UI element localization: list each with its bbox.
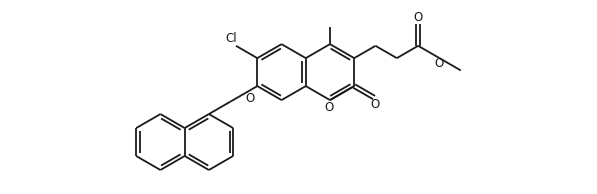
Text: O: O xyxy=(325,100,334,113)
Text: Cl: Cl xyxy=(226,32,237,45)
Text: O: O xyxy=(414,10,423,23)
Text: O: O xyxy=(370,98,380,111)
Text: O: O xyxy=(435,57,444,70)
Text: O: O xyxy=(245,92,255,105)
